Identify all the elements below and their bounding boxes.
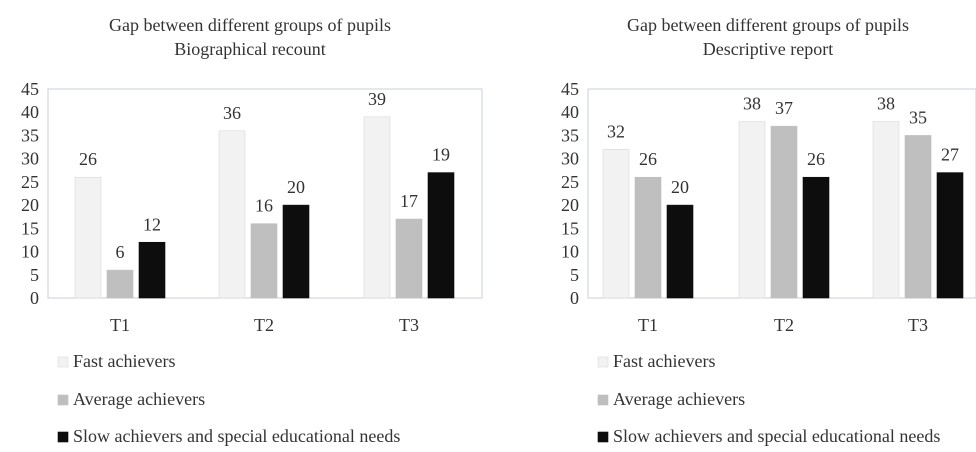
chart-subtitle: Biographical recount (174, 39, 325, 59)
bar (666, 204, 694, 299)
data-label: 12 (143, 214, 161, 234)
data-label: 38 (877, 94, 895, 114)
legend-swatch (57, 356, 69, 368)
chart-subtitle: Descriptive report (703, 39, 833, 59)
x-tick-label: T1 (638, 315, 658, 335)
x-tick-label: T1 (110, 315, 130, 335)
bar (904, 135, 932, 299)
bar (218, 130, 246, 299)
chart-title: Gap between different groups of pupils (109, 15, 391, 35)
y-tick-label: 45 (561, 79, 579, 99)
bar (106, 269, 134, 299)
x-tick-label: T3 (908, 315, 928, 335)
y-tick-label: 10 (21, 242, 39, 262)
data-label: 37 (775, 98, 793, 118)
data-label: 6 (116, 242, 125, 262)
data-label: 16 (255, 196, 273, 216)
legend-swatch (57, 431, 69, 443)
bar (872, 121, 900, 299)
data-label: 39 (368, 89, 386, 109)
data-label: 26 (639, 149, 657, 169)
legend-label: Slow achievers and special educational n… (613, 426, 940, 446)
x-tick-label: T2 (254, 315, 274, 335)
data-label: 32 (607, 121, 625, 141)
data-label: 20 (671, 177, 689, 197)
y-tick-label: 20 (561, 195, 579, 215)
y-tick-label: 35 (21, 125, 39, 145)
bar (138, 241, 166, 299)
bar (802, 176, 830, 299)
data-label: 36 (223, 103, 241, 123)
y-tick-label: 30 (21, 149, 39, 169)
y-tick-label: 25 (21, 172, 39, 192)
bar (363, 116, 391, 299)
bar (250, 223, 278, 299)
y-tick-label: 5 (30, 265, 39, 285)
y-tick-label: 40 (561, 102, 579, 122)
legend-label: Fast achievers (73, 351, 175, 371)
bar (738, 121, 766, 299)
data-label: 27 (941, 145, 959, 165)
bar (395, 218, 423, 299)
bar (770, 125, 798, 299)
y-tick-label: 10 (561, 242, 579, 262)
bar (74, 176, 102, 299)
legend-label: Average achievers (613, 389, 745, 409)
x-tick-label: T2 (774, 315, 794, 335)
y-tick-label: 0 (30, 288, 39, 308)
bar (936, 172, 964, 299)
y-tick-label: 15 (561, 218, 579, 238)
data-label: 35 (909, 107, 927, 127)
y-tick-label: 5 (570, 265, 579, 285)
legend-swatch (597, 394, 609, 406)
legend-label: Average achievers (73, 389, 205, 409)
data-label: 20 (287, 177, 305, 197)
y-tick-label: 35 (561, 125, 579, 145)
legend-label: Fast achievers (613, 351, 715, 371)
legend-swatch (597, 431, 609, 443)
chart-biographical-recount: Gap between different groups of pupils B… (21, 15, 483, 446)
data-label: 19 (432, 145, 450, 165)
data-label: 38 (743, 94, 761, 114)
chart-title: Gap between different groups of pupils (627, 15, 909, 35)
legend-swatch (597, 356, 609, 368)
bar (634, 176, 662, 299)
data-label: 26 (79, 149, 97, 169)
x-tick-label: T3 (399, 315, 419, 335)
bar (602, 149, 630, 299)
y-tick-label: 15 (21, 218, 39, 238)
y-tick-label: 20 (21, 195, 39, 215)
legend-label: Slow achievers and special educational n… (73, 426, 400, 446)
y-tick-label: 40 (21, 102, 39, 122)
chart-descriptive-report: Gap between different groups of pupils D… (561, 15, 976, 446)
legend-swatch (57, 394, 69, 406)
bar (282, 204, 310, 299)
data-label: 26 (807, 149, 825, 169)
y-tick-label: 45 (21, 79, 39, 99)
bar (427, 172, 455, 299)
y-tick-label: 25 (561, 172, 579, 192)
y-tick-label: 30 (561, 149, 579, 169)
data-label: 17 (400, 191, 418, 211)
y-tick-label: 0 (570, 288, 579, 308)
